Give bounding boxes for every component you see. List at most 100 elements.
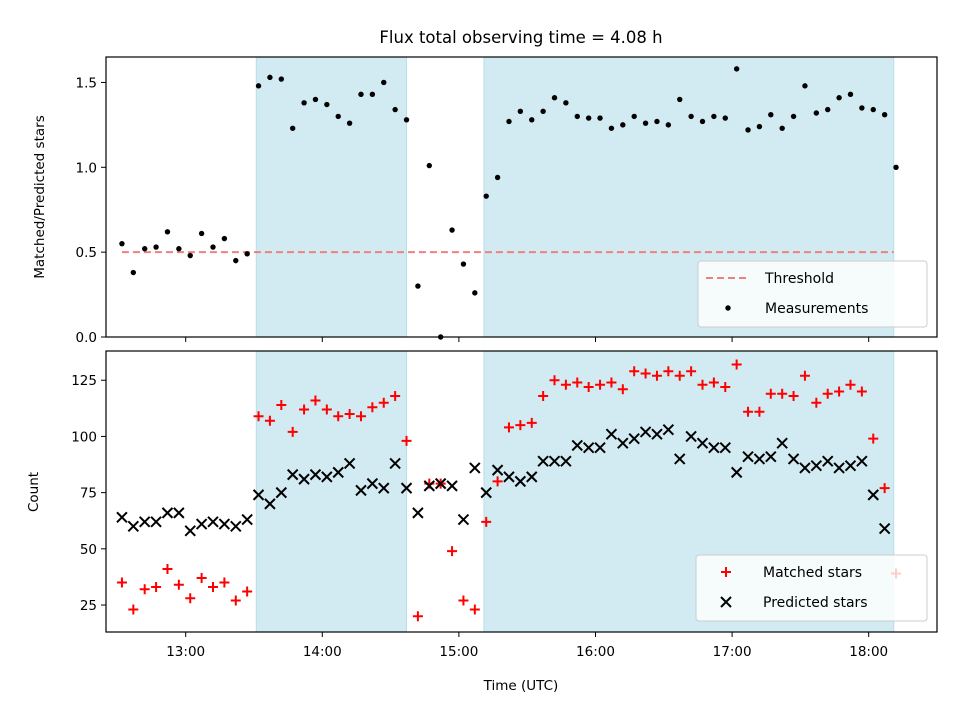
- matched-star-point: [731, 359, 742, 370]
- matched-star-point: [879, 483, 890, 494]
- matched-star-point: [276, 399, 287, 410]
- predicted-star-point: [765, 450, 777, 463]
- measurement-point: [358, 91, 364, 98]
- count-panel: 25 50 75 100 125 13:00 14:00 15:00 16:00 17:00 18…: [26, 350, 938, 694]
- matched-star-point: [606, 377, 617, 388]
- matched-star-point: [845, 379, 856, 390]
- y-tick-label: 1.0: [76, 160, 97, 176]
- matched-star-point: [401, 435, 412, 446]
- predicted-star-point: [173, 507, 185, 519]
- matched-star-point: [629, 366, 640, 377]
- predicted-star-point: [298, 473, 310, 485]
- matched-star-point: [253, 411, 264, 422]
- measurement-point: [722, 115, 728, 121]
- predicted-star-point: [446, 480, 458, 492]
- matched-star-point: [868, 433, 879, 444]
- predicted-star-point: [321, 471, 333, 483]
- predicted-star-point: [150, 516, 162, 528]
- predicted-star-point: [116, 511, 128, 524]
- matched-star-point: [458, 595, 469, 606]
- x-tick-label: 14:00: [303, 644, 342, 660]
- x-tick-label: 16:00: [576, 644, 615, 660]
- measurement-point: [119, 240, 125, 247]
- x-tick-label: 18:00: [849, 644, 888, 660]
- measurement-point: [392, 106, 398, 113]
- measurement-point: [130, 269, 137, 276]
- y-tick-label: 25: [80, 598, 97, 614]
- predicted-star-point: [469, 462, 481, 474]
- legend-marker: [720, 596, 732, 608]
- measurement-point: [346, 120, 353, 126]
- measurement-point: [825, 106, 831, 113]
- matched-star-point: [765, 388, 776, 399]
- matched-star-point: [299, 404, 310, 415]
- x-ticks: [185, 337, 870, 342]
- predicted-star-point: [605, 428, 618, 440]
- matched-star-point: [503, 422, 514, 433]
- predicted-star-point: [207, 516, 219, 528]
- plot-frame: [105, 56, 938, 338]
- matched-star-point: [515, 420, 526, 431]
- matched-star-point: [321, 404, 332, 415]
- legend: Threshold Measurements: [697, 260, 928, 328]
- measurement-point: [733, 66, 740, 72]
- measurement-point: [426, 162, 432, 169]
- measurement-point: [745, 127, 751, 133]
- measurement-point: [631, 113, 637, 120]
- matched-star-point: [686, 366, 697, 377]
- predicted-star-point: [195, 518, 208, 530]
- predicted-star-point: [526, 471, 538, 483]
- predicted-star-point: [674, 453, 686, 465]
- measurement-points: [119, 66, 899, 340]
- matched-star-point: [811, 397, 822, 408]
- measurement-point: [574, 113, 580, 120]
- predicted-star-point: [423, 480, 436, 492]
- measurement-point: [551, 95, 558, 101]
- matched-star-point: [469, 604, 480, 615]
- count-points: [116, 359, 902, 622]
- predicted-star-point: [822, 455, 834, 467]
- measurement-point: [506, 118, 512, 125]
- legend-label: Matched stars: [763, 565, 862, 581]
- measurement-point: [289, 125, 296, 131]
- measurement-point: [642, 120, 649, 126]
- predicted-star-point: [730, 466, 743, 479]
- x-tick-label: 17:00: [713, 644, 752, 660]
- predicted-star-point: [491, 464, 504, 476]
- measurement-point: [210, 244, 216, 250]
- predicted-star-point: [628, 432, 640, 445]
- matched-star-point: [651, 370, 662, 381]
- measurement-point: [859, 105, 865, 111]
- predicted-star-point: [389, 457, 401, 470]
- predicted-star-point: [184, 525, 196, 537]
- x-tick-label: 15:00: [439, 644, 478, 660]
- matched-star-point: [663, 366, 674, 377]
- measurement-point: [142, 246, 148, 252]
- measurement-point: [665, 122, 672, 128]
- predicted-star-point: [378, 482, 390, 494]
- measurement-point: [699, 118, 706, 125]
- predicted-star-point: [685, 430, 697, 443]
- predicted-star-point: [833, 462, 845, 474]
- predicted-star-point: [264, 498, 276, 510]
- measurement-point: [483, 193, 489, 199]
- y-tick-label: 0.0: [76, 330, 97, 346]
- predicted-star-point: [571, 439, 583, 452]
- predicted-star-point: [844, 459, 857, 472]
- measurement-point: [847, 91, 854, 98]
- ratio-panel: 0.0 0.5 1.0 1.5 Matched/Predicted stars Thr…: [32, 56, 938, 346]
- predicted-star-point: [400, 482, 413, 494]
- predicted-star-point: [252, 489, 265, 501]
- predicted-star-point: [218, 518, 231, 530]
- matched-star-point: [617, 384, 628, 395]
- measurement-point: [688, 113, 694, 120]
- measurement-point: [403, 117, 410, 123]
- matched-star-point: [367, 402, 378, 413]
- predicted-star-point: [810, 459, 823, 472]
- legend-label: Predicted stars: [763, 595, 868, 611]
- matched-star-point: [697, 379, 708, 390]
- matched-star-point: [242, 586, 253, 597]
- matched-star-point: [310, 395, 321, 406]
- predicted-star-point: [594, 441, 606, 454]
- measurement-point: [460, 261, 467, 267]
